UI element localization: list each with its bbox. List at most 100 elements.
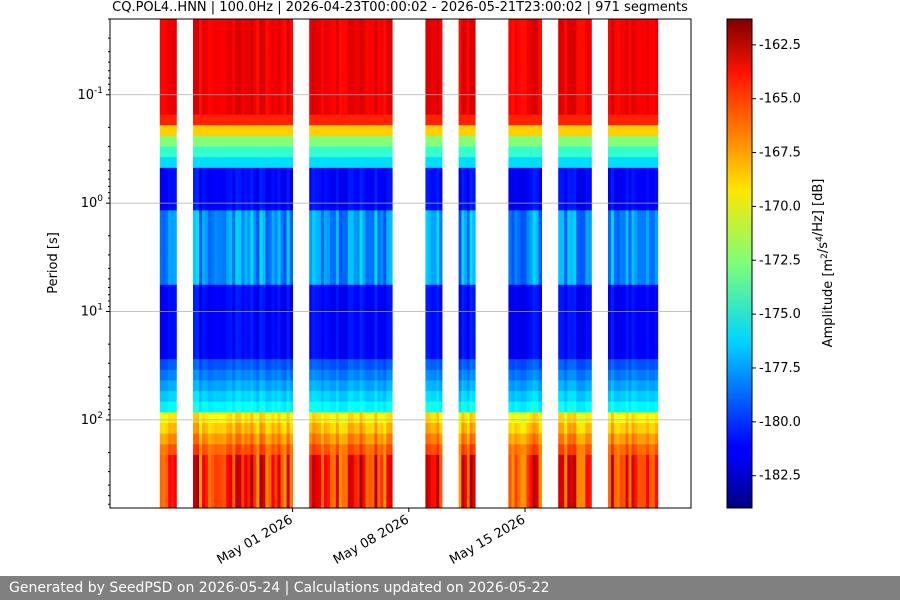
spectrogram-cell — [386, 252, 390, 264]
spectrogram-cell — [265, 114, 269, 126]
spectrogram-cell — [628, 40, 632, 52]
spectrogram-cell — [244, 146, 248, 158]
spectrogram-cell — [268, 444, 272, 456]
spectrogram-cell — [250, 220, 254, 233]
spectrogram-cell — [274, 486, 278, 498]
spectrogram-cell — [220, 369, 224, 381]
spectrogram-cell — [159, 242, 163, 254]
spectrogram-cell — [526, 391, 530, 403]
spectrogram-cell — [608, 104, 612, 116]
spectrogram-cell — [223, 476, 227, 488]
spectrogram-cell — [579, 316, 583, 328]
spectrogram-cell — [461, 19, 465, 31]
spectrogram-cell — [332, 327, 337, 339]
spectrogram-cell — [341, 295, 346, 307]
spectrogram-cell — [159, 369, 163, 381]
spectrogram-cell — [205, 274, 209, 286]
spectrogram-cell — [359, 50, 363, 62]
spectrogram-cell — [558, 114, 562, 126]
spectrogram-cell — [238, 274, 242, 286]
spectrogram-cell — [538, 369, 542, 381]
spectrogram-cell — [193, 465, 197, 477]
spectrogram-cell — [220, 210, 224, 222]
spectrogram-cell — [619, 19, 624, 31]
spectrogram-cell — [353, 369, 358, 381]
spectrogram-cell — [226, 189, 230, 201]
spectrogram-cell — [256, 242, 260, 254]
spectrogram-cell — [579, 104, 583, 116]
spectrogram-cell — [347, 242, 352, 254]
spectrogram-cell — [576, 486, 580, 498]
spectrogram-cell — [430, 337, 435, 349]
spectrogram-cell — [329, 104, 334, 116]
spectrogram-cell — [353, 284, 358, 296]
spectrogram-cell — [170, 199, 175, 211]
spectrogram-cell — [326, 369, 331, 381]
spectrogram-cell — [238, 454, 242, 466]
spectrogram-cell — [315, 284, 319, 296]
spectrogram-cell — [389, 210, 393, 222]
spectrogram-cell — [380, 391, 384, 403]
spectrogram-cell — [579, 497, 583, 508]
spectrogram-cell — [318, 210, 322, 222]
spectrogram-cell — [386, 104, 390, 116]
spectrogram-cell — [561, 391, 565, 403]
spectrogram-cell — [428, 412, 432, 424]
spectrogram-cell — [526, 242, 530, 254]
spectrogram-cell — [214, 82, 218, 94]
spectrogram-cell — [229, 210, 233, 222]
spectrogram-cell — [529, 167, 533, 179]
spectrogram-cell — [232, 82, 236, 94]
spectrogram-cell — [226, 125, 230, 137]
spectrogram-cell — [256, 157, 260, 169]
spectrogram-cell — [389, 93, 393, 105]
spectrogram-cell — [283, 348, 287, 360]
spectrogram-cell — [436, 50, 440, 62]
spectrogram-cell — [576, 295, 580, 307]
spectrogram-cell — [529, 40, 533, 52]
spectrogram-cell — [223, 391, 227, 403]
spectrogram-cell — [324, 29, 328, 41]
spectrogram-cell — [535, 380, 539, 392]
spectrogram-cell — [567, 497, 571, 508]
spectrogram-cell — [508, 252, 512, 264]
spectrogram-cell — [466, 412, 471, 424]
spectrogram-cell — [244, 178, 248, 190]
spectrogram-cell — [383, 401, 387, 413]
spectrogram-cell — [386, 146, 390, 158]
spectrogram-cell — [529, 454, 533, 466]
spectrogram-cell — [283, 104, 287, 116]
spectrogram-cell — [286, 465, 290, 477]
spectrogram-cell — [461, 497, 465, 508]
spectrogram-cell — [196, 231, 200, 243]
spectrogram-cell — [628, 72, 632, 84]
spectrogram-cell — [619, 72, 624, 84]
spectrogram-cell — [253, 412, 257, 424]
spectrogram-cell — [202, 210, 206, 222]
spectrogram-cell — [208, 242, 212, 254]
spectrogram-cell — [353, 50, 358, 62]
spectrogram-cell — [256, 19, 260, 31]
spectrogram-cell — [472, 104, 476, 116]
spectrogram-cell — [588, 167, 592, 179]
spectrogram-cell — [214, 135, 218, 147]
spectrogram-cell — [277, 391, 281, 403]
spectrogram-cell — [271, 146, 275, 158]
spectrogram-cell — [280, 401, 284, 413]
spectrogram-cell — [253, 146, 257, 158]
spectrogram-cell — [564, 231, 568, 243]
spectrogram-cell — [469, 433, 473, 445]
spectrogram-cell — [356, 476, 360, 488]
spectrogram-cell — [162, 369, 166, 381]
spectrogram-cell — [377, 231, 381, 243]
spectrogram-cell — [625, 93, 629, 105]
spectrogram-cell — [511, 252, 515, 264]
spectrogram-cell — [582, 263, 586, 275]
spectrogram-cell — [466, 380, 471, 392]
spectrogram-cell — [622, 337, 626, 349]
spectrogram-cell — [220, 82, 224, 94]
spectrogram-cell — [433, 93, 437, 105]
spectrogram-cell — [570, 82, 574, 94]
spectrogram-cell — [159, 444, 163, 456]
spectrogram-cell — [338, 380, 343, 392]
